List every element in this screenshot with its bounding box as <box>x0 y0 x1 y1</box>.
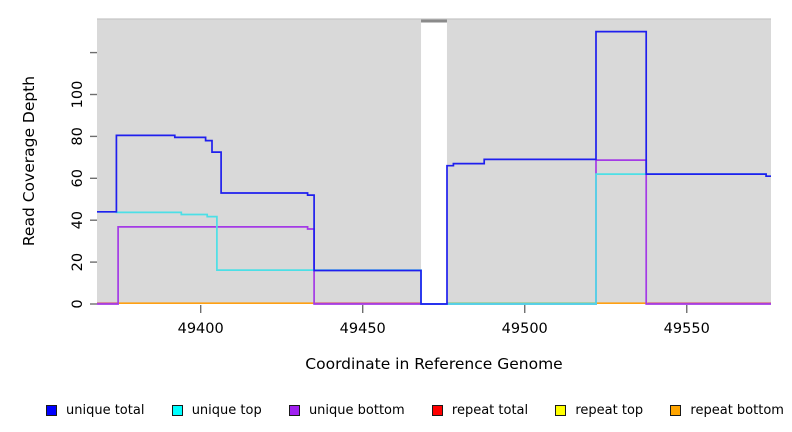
legend-item: unique total <box>46 403 144 418</box>
legend-item: repeat total <box>431 402 529 418</box>
y-tick-label: 80 <box>70 127 86 145</box>
legend-swatch-icon <box>171 404 183 416</box>
y-axis-title: Read Coverage Depth <box>20 76 38 246</box>
y-tick-label: 40 <box>70 211 86 229</box>
no-data-gap-cap <box>421 19 447 23</box>
legend-swatch-icon <box>46 404 57 416</box>
legend-item: unique top <box>171 402 262 418</box>
plot-background <box>97 18 771 304</box>
x-tick-label: 49400 <box>178 321 224 337</box>
series-line-unique-total <box>97 30 771 305</box>
series-lines <box>97 30 771 305</box>
legend-label: unique top <box>191 402 262 418</box>
legend-swatch-icon <box>288 404 300 416</box>
y-axis: 0 20 40 60 80 100 <box>70 51 97 309</box>
coverage-plot: 49400 49450 49500 49550 0 20 40 60 80 100 Coordi… <box>20 18 771 373</box>
legend-swatch-icon <box>431 404 443 416</box>
x-axis-title: Coordinate in Reference Genome <box>305 355 562 373</box>
legend-item: repeat bottom <box>670 403 784 418</box>
x-tick-label: 49450 <box>340 321 386 337</box>
y-tick-label: 20 <box>70 253 86 271</box>
y-tick-label: 100 <box>70 81 86 109</box>
legend-swatch-icon <box>555 404 567 416</box>
legend-label: repeat total <box>451 402 529 418</box>
legend-item: repeat top <box>555 403 643 418</box>
legend-item: unique bottom <box>288 402 405 418</box>
no-data-gap <box>421 22 447 304</box>
plot-legend: unique total unique top unique bottom repea… <box>46 397 784 423</box>
x-tick-label: 49550 <box>664 321 710 337</box>
y-tick-label: 0 <box>70 299 86 308</box>
legend-label: repeat bottom <box>690 402 784 418</box>
legend-label: unique total <box>66 402 145 418</box>
y-tick-label: 60 <box>70 169 86 187</box>
legend-swatch-icon <box>670 404 682 416</box>
x-tick-label: 49500 <box>502 321 548 337</box>
legend-label: unique bottom <box>308 402 405 418</box>
legend-label: repeat top <box>575 402 644 418</box>
x-axis: 49400 49450 49500 49550 <box>178 305 710 337</box>
